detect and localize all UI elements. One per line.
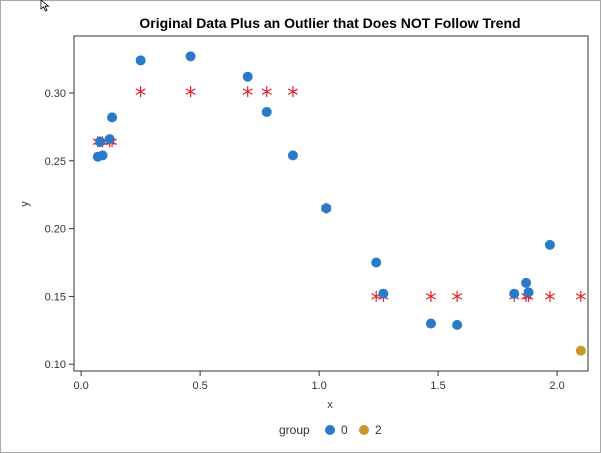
y-tick-label: 0.10	[45, 359, 66, 371]
group-2-point	[575, 345, 586, 356]
group-0-point	[452, 319, 463, 330]
star-point	[261, 86, 272, 98]
x-axis: 0.0 0.5 1.0 1.5 2.0	[73, 371, 565, 392]
y-tick-label: 0.30	[45, 88, 66, 100]
group-0-point	[321, 203, 332, 214]
star-point	[242, 86, 253, 98]
x-tick-label: 1.5	[430, 380, 445, 392]
group-0-point	[287, 150, 298, 161]
group-0-point	[371, 257, 382, 268]
data-marks	[92, 51, 586, 356]
group-0-point	[97, 150, 108, 161]
star-point	[135, 86, 146, 98]
chart-title: Original Data Plus an Outlier that Does …	[139, 15, 520, 31]
legend-marker-2	[359, 425, 369, 435]
group-0-point	[104, 134, 115, 145]
group-0-point	[544, 239, 555, 250]
x-tick-label: 0.0	[73, 380, 88, 392]
group-0-point	[378, 288, 389, 299]
group-0-point	[521, 277, 532, 288]
y-axis: 0.10 0.15 0.20 0.25 0.30	[45, 88, 74, 371]
group-0-point	[135, 55, 146, 66]
star-point	[287, 86, 298, 98]
legend-marker-0	[325, 425, 335, 435]
star-point	[425, 290, 437, 302]
legend: group 0 2	[279, 423, 382, 437]
y-tick-label: 0.25	[45, 156, 66, 168]
legend-label-0: 0	[341, 423, 348, 437]
star-point	[185, 86, 196, 98]
group-0-point	[261, 106, 272, 117]
y-tick-label: 0.20	[45, 224, 66, 236]
legend-title: group	[279, 423, 310, 437]
group-0-point	[523, 287, 534, 298]
group-0-point	[509, 288, 520, 299]
star-point	[575, 290, 586, 302]
x-tick-label: 0.5	[192, 380, 207, 392]
group-0-point	[242, 71, 253, 82]
group-0-point	[185, 51, 196, 62]
y-tick-label: 0.15	[45, 291, 66, 303]
x-tick-label: 2.0	[549, 380, 564, 392]
y-axis-label: y	[19, 201, 31, 207]
star-point	[544, 290, 555, 302]
mouse-pointer-icon	[40, 0, 50, 12]
plot-area	[73, 35, 589, 372]
legend-label-2: 2	[375, 423, 382, 437]
star-point	[452, 290, 463, 302]
x-axis-label: x	[327, 399, 333, 411]
x-tick-label: 1.0	[311, 380, 326, 392]
group-0-point	[95, 136, 106, 147]
group-0-point	[425, 318, 436, 329]
group-0-point	[107, 112, 118, 123]
